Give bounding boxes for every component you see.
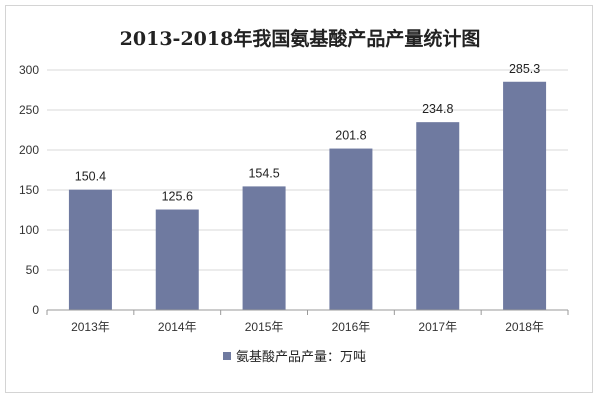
x-tick-label: 2015年: [245, 320, 284, 334]
data-label: 125.6: [162, 190, 193, 204]
data-label: 150.4: [75, 170, 106, 184]
legend-label: 氨基酸产品产量：万吨: [236, 350, 366, 365]
y-tick-label: 100: [19, 223, 39, 237]
x-tick-label: 2018年: [505, 320, 544, 334]
y-tick-label: 300: [19, 63, 39, 77]
bar: [242, 186, 286, 310]
y-tick-label: 250: [19, 103, 39, 117]
x-tick-label: 2016年: [332, 320, 371, 334]
data-label: 285.3: [509, 62, 540, 76]
bar: [329, 148, 373, 310]
bar: [416, 122, 460, 310]
chart-title: 2013-2018年我国氨基酸产品产量统计图: [120, 27, 481, 50]
legend-swatch: [223, 352, 231, 360]
y-tick-label: 50: [26, 263, 40, 277]
y-axis-ticks: 0 50 100 150 200 250 300: [19, 63, 39, 317]
y-tick-label: 200: [19, 143, 39, 157]
bar: [503, 81, 547, 310]
data-label: 154.5: [248, 166, 279, 180]
x-tick-label: 2017年: [418, 320, 457, 334]
bars: [68, 81, 547, 310]
y-tick-label: 150: [19, 183, 39, 197]
bar: [155, 209, 199, 310]
x-tick-label: 2014年: [158, 320, 197, 334]
gridlines: [47, 69, 568, 271]
y-tick-label: 0: [32, 303, 39, 317]
data-label: 201.8: [335, 129, 366, 143]
data-labels: 150.4 125.6 154.5 201.8 234.8 285.3: [75, 62, 540, 204]
data-label: 234.8: [422, 102, 453, 116]
x-axis-ticks: 2013年 2014年 2015年 2016年 2017年 2018年: [46, 310, 569, 334]
bar: [68, 189, 112, 310]
legend: 氨基酸产品产量：万吨: [223, 350, 366, 365]
x-tick-label: 2013年: [71, 320, 110, 334]
